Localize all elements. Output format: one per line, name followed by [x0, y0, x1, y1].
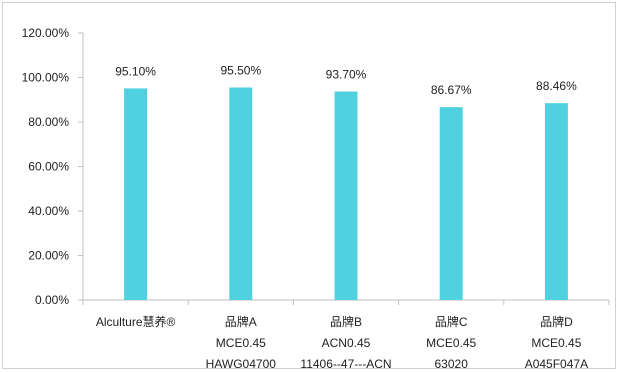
y-tick-label: 40.00%: [28, 204, 69, 218]
x-category-label: MCE0.45: [426, 336, 476, 350]
x-category-label: 品牌A: [225, 315, 257, 329]
y-tick-label: 20.00%: [28, 249, 69, 263]
y-tick-label: 60.00%: [28, 160, 69, 174]
chart-frame: [2, 2, 616, 369]
data-label: 86.67%: [431, 83, 472, 97]
x-category-label: HAWG04700: [206, 357, 277, 371]
bar: [334, 91, 358, 300]
x-category-label: 品牌C: [435, 315, 468, 329]
data-label: 95.10%: [115, 64, 156, 78]
x-category-label: ACN0.45: [322, 336, 371, 350]
y-tick-label: 100.00%: [22, 71, 70, 85]
x-category-label: 11406--47---ACN: [300, 357, 391, 371]
y-tick-label: 120.00%: [22, 26, 70, 40]
data-label: 93.70%: [326, 68, 367, 82]
bar: [544, 103, 568, 300]
y-tick-label: 80.00%: [28, 115, 69, 129]
data-label: 88.46%: [536, 79, 577, 93]
x-category-label: 品牌D: [540, 315, 573, 329]
x-category-label: Alculture慧养®: [96, 314, 176, 329]
bar: [124, 88, 148, 300]
x-category-label: A045F047A: [525, 357, 588, 371]
x-category-label: MCE0.45: [216, 336, 266, 350]
bar: [229, 87, 253, 300]
data-label: 95.50%: [220, 64, 261, 78]
bar: [439, 107, 463, 301]
x-category-label: MCE0.45: [531, 336, 581, 350]
y-tick-label: 0.00%: [35, 293, 69, 307]
x-category-label: 63020: [435, 357, 469, 371]
x-category-label: 品牌B: [330, 315, 362, 329]
